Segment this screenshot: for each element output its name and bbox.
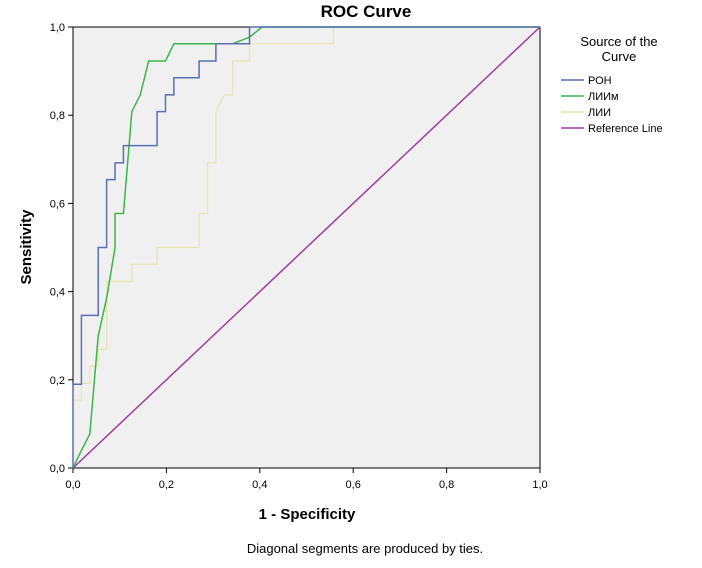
x-tick-label: 0,0 <box>65 479 80 491</box>
legend-label: ЛИИм <box>588 91 619 103</box>
x-tick-label: 1,0 <box>532 479 547 491</box>
y-tick-label: 0,8 <box>50 110 65 122</box>
axis-ticks: 0,0 0,2 0,4 0,6 0,8 1,0 0,0 0,2 0,4 0,6 0,8 1,0 <box>50 22 548 491</box>
series-line-3 <box>72 26 541 469</box>
y-tick-label: 1,0 <box>50 22 65 34</box>
series-line-1 <box>72 26 540 469</box>
x-tick-label: 0,2 <box>159 479 174 491</box>
legend-label: ЛИИ <box>588 107 611 119</box>
x-tick-label: 0,8 <box>439 479 454 491</box>
y-tick-label: 0,4 <box>50 287 65 299</box>
y-tick-label: 0,6 <box>50 198 65 210</box>
y-tick-label: 0,2 <box>50 375 65 387</box>
series-layer <box>72 26 541 469</box>
x-tick-label: 0,4 <box>252 479 267 491</box>
legend-label: РОН <box>588 75 612 87</box>
series-line-2 <box>73 26 540 401</box>
legend-title: Source of the Curve <box>580 34 657 64</box>
footnote: Diagonal segments are produced by ties. <box>247 541 483 556</box>
chart-title: ROC Curve <box>321 2 412 21</box>
legend-items: РОН ЛИИм ЛИИ Reference Line <box>561 75 663 135</box>
y-tick-label: 0,0 <box>50 463 65 475</box>
y-axis-label: Sensitivity <box>18 209 35 285</box>
legend: Source of the Curve РОН ЛИИм ЛИИ Reference L… <box>561 34 663 135</box>
series-line-0 <box>72 26 540 468</box>
x-axis-label: 1 - Specificity <box>259 506 356 523</box>
x-tick-label: 0,6 <box>346 479 361 491</box>
legend-label: Reference Line <box>588 123 663 135</box>
